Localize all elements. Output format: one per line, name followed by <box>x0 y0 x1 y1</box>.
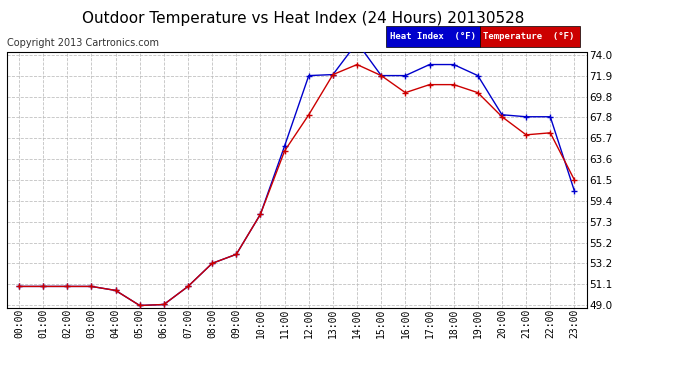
Text: Outdoor Temperature vs Heat Index (24 Hours) 20130528: Outdoor Temperature vs Heat Index (24 Ho… <box>82 11 525 26</box>
Text: Heat Index  (°F): Heat Index (°F) <box>390 32 476 41</box>
Text: Temperature  (°F): Temperature (°F) <box>483 32 574 41</box>
Text: Copyright 2013 Cartronics.com: Copyright 2013 Cartronics.com <box>7 38 159 48</box>
